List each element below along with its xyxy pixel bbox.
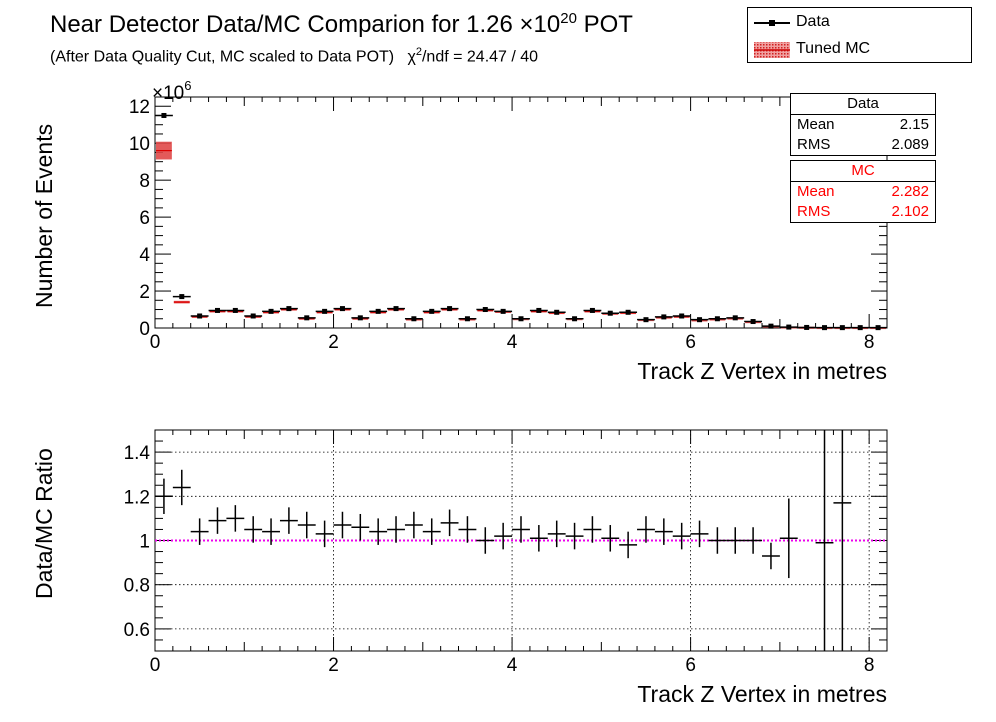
legend-data-label: Data <box>796 13 830 30</box>
ratio-y-tick-label: 1.2 <box>124 487 150 508</box>
top-x-tick-label: 8 <box>864 332 875 353</box>
stats-mc-rms-value: 2.102 <box>891 203 929 220</box>
data-point <box>732 315 738 321</box>
data-point <box>679 313 685 319</box>
stats-box-data: Data Mean 2.15 RMS 2.089 <box>790 93 936 156</box>
data-point <box>214 307 220 313</box>
stats-box-mc: MC Mean 2.282 RMS 2.102 <box>790 160 936 223</box>
data-point <box>357 315 363 321</box>
data-point <box>500 308 506 314</box>
stats-data-mean-label: Mean <box>797 116 835 133</box>
top-y-axis-label: Number of Events <box>31 124 57 308</box>
ratio-y-tick-label: 1 <box>139 532 150 553</box>
ratio-x-tick-label: 0 <box>150 655 161 676</box>
data-point <box>875 325 881 331</box>
data-point <box>447 306 453 312</box>
data-point <box>536 307 542 313</box>
ratio-x-tick-label: 4 <box>507 655 518 676</box>
top-x-tick-label: 4 <box>507 332 518 353</box>
ratio-x-axis-label: Track Z Vertex in metres <box>637 681 887 707</box>
data-point <box>393 306 399 312</box>
data-point <box>714 316 720 322</box>
data-point <box>839 325 845 331</box>
ratio-y-tick-label: 0.6 <box>124 620 150 641</box>
stats-mc-mean-label: Mean <box>797 183 835 200</box>
data-point <box>232 307 238 313</box>
data-point <box>750 319 756 325</box>
data-point <box>822 325 828 331</box>
stats-mc-title: MC <box>791 161 935 182</box>
data-point <box>411 316 417 322</box>
data-point <box>304 315 310 321</box>
stats-mc-rms-label: RMS <box>797 203 831 220</box>
top-y-tick-label: 2 <box>139 282 150 303</box>
data-point <box>375 308 381 314</box>
ratio-x-tick-label: 8 <box>864 655 875 676</box>
data-point <box>643 317 649 323</box>
data-point <box>286 306 292 312</box>
ratio-x-tick-label: 6 <box>685 655 696 676</box>
data-point <box>554 309 560 315</box>
ratio-x-tick-label: 2 <box>328 655 339 676</box>
data-point <box>857 325 863 331</box>
top-y-exponent: ×106 <box>152 78 191 104</box>
top-y-exponent-power: 6 <box>184 78 191 93</box>
data-point <box>697 317 703 323</box>
data-point <box>339 306 345 312</box>
data-point <box>429 308 435 314</box>
data-point <box>179 294 185 300</box>
data-point <box>268 308 274 314</box>
top-x-tick-label: 2 <box>328 332 339 353</box>
data-point <box>161 112 167 118</box>
data-point <box>768 323 774 329</box>
ratio-y-tick-label: 0.8 <box>124 576 150 597</box>
stats-data-rms-value: 2.089 <box>891 136 929 153</box>
chart-subtitle: (After Data Quality Cut, MC scaled to Da… <box>50 46 539 66</box>
legend-entry-mc: Tuned MC <box>748 37 971 63</box>
stats-data-rms-label: RMS <box>797 136 831 153</box>
top-y-tick-label: 4 <box>139 245 150 266</box>
top-y-tick-label: 0 <box>139 319 150 340</box>
top-y-tick-label: 12 <box>129 97 150 118</box>
data-point <box>322 308 328 314</box>
top-plot-frame <box>154 96 888 329</box>
top-x-tick-label: 0 <box>150 332 161 353</box>
stats-data-title: Data <box>791 94 935 115</box>
stats-mc-mean-value: 2.282 <box>891 183 929 200</box>
data-point <box>572 316 578 322</box>
chart-title: Near Detector Data/MC Comparion for 1.26… <box>50 10 633 38</box>
data-point <box>661 314 667 320</box>
top-y-tick-label: 6 <box>139 208 150 229</box>
data-point <box>625 309 631 315</box>
ratio-y-tick-label: 1.4 <box>124 443 151 464</box>
legend-entry-data: Data <box>748 10 971 36</box>
data-point <box>589 307 595 313</box>
data-point <box>482 307 488 313</box>
data-point <box>197 313 203 319</box>
stats-data-mean-value: 2.15 <box>899 116 929 133</box>
legend-mc-label: Tuned MC <box>796 40 871 57</box>
ratio-y-axis-label: Data/MC Ratio <box>31 448 57 599</box>
top-x-tick-label: 6 <box>685 332 696 353</box>
data-point <box>518 316 524 322</box>
top-y-tick-label: 8 <box>139 171 150 192</box>
top-y-tick-label: 10 <box>129 134 150 155</box>
legend-mc-swatch <box>754 42 790 58</box>
legend: Data Tuned MC <box>747 7 972 63</box>
legend-data-marker <box>754 20 790 26</box>
data-point <box>464 316 470 322</box>
data-point <box>804 324 810 330</box>
data-point <box>786 324 792 330</box>
data-point <box>250 313 256 319</box>
top-x-axis-label: Track Z Vertex in metres <box>637 358 887 384</box>
data-point <box>607 310 613 316</box>
